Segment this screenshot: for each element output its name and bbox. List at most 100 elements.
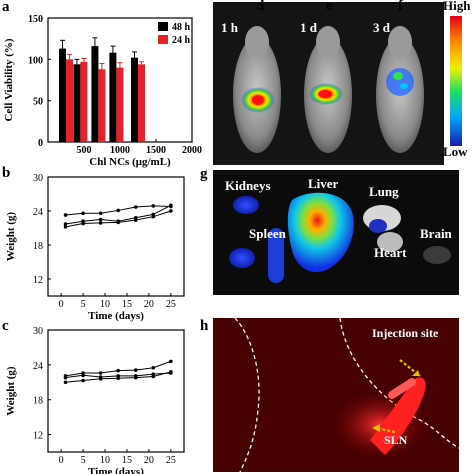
bar-24h-2 xyxy=(98,69,106,142)
data-point-b xyxy=(169,209,173,213)
data-point-c xyxy=(81,378,85,383)
data-point-b xyxy=(81,211,85,216)
data-point-b xyxy=(151,214,156,219)
ytick-label-b: 30 xyxy=(33,173,43,184)
data-point-c xyxy=(63,375,68,380)
label-lung: Lung xyxy=(369,184,399,199)
data-point-b xyxy=(133,218,138,222)
ylabel-b: Weight (g) xyxy=(5,212,17,262)
ytick-label-b: 18 xyxy=(33,241,43,252)
data-point-c xyxy=(133,375,138,380)
data-point-b xyxy=(151,204,156,208)
xtick-label-a: 1500 xyxy=(146,145,166,156)
ytick-label-b: 12 xyxy=(33,275,43,286)
kidneys-organ xyxy=(233,196,259,214)
data-point-b xyxy=(116,208,120,213)
bar-48h-3 xyxy=(109,52,117,142)
xtick-label-c: 5 xyxy=(81,455,86,466)
data-point-b xyxy=(133,205,138,209)
label-1h: 1 h xyxy=(221,20,238,35)
ytick-label-a: 100 xyxy=(28,55,43,66)
label-1d: 1 d xyxy=(300,20,317,35)
bar-24h-0 xyxy=(66,59,73,143)
bar-48h-4 xyxy=(131,57,138,142)
chart-weight-b: 12 18 24 30 0 5 10 15 20 25 Time (days) Weight (g) xyxy=(5,173,185,322)
panel-letter-h: h xyxy=(200,318,209,334)
plot-frame-c xyxy=(47,329,185,453)
xtick-label-b: 20 xyxy=(144,299,154,310)
xtick-label-b: 5 xyxy=(81,299,86,310)
bar-24h-4 xyxy=(138,64,145,142)
xtick-label-a: 1000 xyxy=(110,145,130,156)
ytick-label-b: 24 xyxy=(33,207,43,218)
brain-organ xyxy=(423,246,451,264)
bar-48h-2 xyxy=(91,46,99,142)
data-point-b xyxy=(63,225,68,229)
data-point-c xyxy=(151,365,156,370)
in-vivo-imaging-panel xyxy=(213,2,462,165)
legend-label-1: 24 h xyxy=(172,35,191,46)
bar-24h-1 xyxy=(80,61,88,142)
data-point-c xyxy=(63,380,68,385)
ytick-label-a: 50 xyxy=(33,97,43,108)
color-scale-bar xyxy=(450,16,462,146)
data-point-b xyxy=(98,221,103,225)
liver-organ xyxy=(287,192,354,272)
lung-organ xyxy=(363,205,401,233)
data-point-c xyxy=(98,377,103,381)
xtick-label-c: 15 xyxy=(122,455,132,466)
xtick-label-c: 20 xyxy=(144,455,154,466)
panel-letter-d: d xyxy=(256,0,265,14)
panel-letter-e: e xyxy=(326,0,333,14)
data-point-c xyxy=(116,368,120,373)
label-heart: Heart xyxy=(374,245,407,260)
data-point-c xyxy=(133,368,138,372)
legend-swatch-0 xyxy=(158,22,168,31)
data-point-c xyxy=(116,376,120,381)
data-point-b xyxy=(63,213,68,217)
ylabel-a: Cell Viability (%) xyxy=(3,38,15,121)
bar-48h-0 xyxy=(59,48,66,142)
xtick-label-c: 10 xyxy=(100,455,110,466)
data-point-b xyxy=(63,222,68,226)
xtick-label-c: 25 xyxy=(166,455,176,466)
xtick-label-a: 2000 xyxy=(182,145,202,156)
data-point-c xyxy=(98,371,103,375)
legend-label-0: 48 h xyxy=(172,22,191,33)
scale-low-label: Low xyxy=(443,144,468,159)
mouse-1h xyxy=(233,26,281,153)
panel-letter-b: b xyxy=(2,165,11,181)
data-point-c xyxy=(169,359,173,364)
ytick-label-c: 24 xyxy=(33,361,43,372)
label-brain: Brain xyxy=(420,226,452,241)
panel-letter-f: f xyxy=(398,0,403,14)
ytick-label-c: 18 xyxy=(33,396,43,407)
panel-letter-a: a xyxy=(2,0,10,15)
chart-weight-c: 12 18 24 30 0 5 10 15 20 25 Time (days) Weight (g) xyxy=(5,326,185,474)
data-point-c xyxy=(81,373,85,378)
xtick-label-b: 25 xyxy=(166,299,176,310)
plot-frame-b xyxy=(47,176,185,297)
label-spleen: Spleen xyxy=(249,226,286,241)
mouse-3d xyxy=(376,26,424,153)
data-point-b xyxy=(169,203,173,208)
heart-organ xyxy=(377,232,403,252)
data-point-b xyxy=(81,221,85,226)
data-point-b xyxy=(98,217,103,222)
xtick-label-b: 10 xyxy=(100,299,110,310)
xlabel-c: Time (days) xyxy=(88,466,144,474)
xtick-label-b: 15 xyxy=(122,299,132,310)
legend-swatch-1 xyxy=(158,35,168,44)
data-point-b xyxy=(98,211,103,216)
label-injection-site: Injection site xyxy=(372,326,439,340)
xtick-label-a: 500 xyxy=(77,145,92,156)
bar-48h-1 xyxy=(73,64,81,142)
ytick-label-c: 30 xyxy=(33,326,43,337)
chart-cell-viability: 0 50 100 150 500 1000 1500 2000 48 h 24 h Chl NCs … xyxy=(3,14,202,168)
panel-letter-g: g xyxy=(200,166,208,182)
label-sln: SLN xyxy=(384,433,408,447)
label-kidneys: Kidneys xyxy=(225,178,271,193)
mouse-1d xyxy=(304,26,352,153)
data-point-c xyxy=(151,374,156,379)
